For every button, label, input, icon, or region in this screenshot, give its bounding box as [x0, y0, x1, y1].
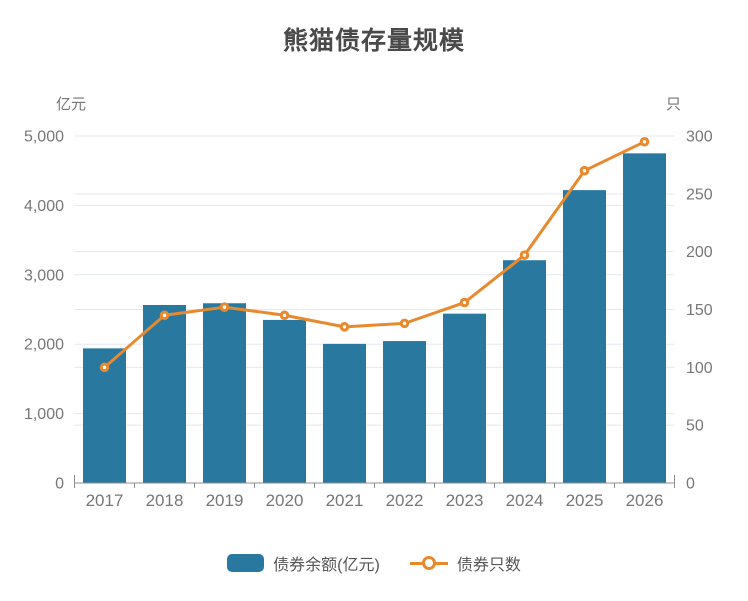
bar-2019[interactable] — [203, 303, 246, 483]
y-axis-right-tick-label: 150 — [686, 302, 713, 319]
left-axis-unit-label: 亿元 — [56, 96, 87, 113]
bar-2026[interactable] — [623, 153, 666, 483]
y-axis-right-tick-label: 100 — [686, 360, 713, 377]
chart-title: 熊猫债存量规模 — [282, 27, 465, 55]
line-marker-hole — [222, 305, 227, 309]
y-axis-left-tick-label: 5,000 — [24, 129, 64, 146]
legend: 债券余额(亿元) 债券只数 — [0, 551, 748, 575]
y-axis-left-tick-label: 0 — [55, 476, 64, 493]
bar-2025[interactable] — [563, 190, 606, 483]
bond-count-line — [103, 140, 646, 369]
x-axis-label-2017: 2017 — [86, 491, 124, 510]
legend-label-bond-balance: 债券余额(亿元) — [273, 557, 380, 574]
bar-2018[interactable] — [143, 304, 186, 483]
legend-label-bond-count: 债券只数 — [456, 557, 521, 574]
y-axis-left-tick-label: 1,000 — [24, 406, 64, 423]
line-marker-hole — [642, 140, 647, 144]
x-axis-label-2026: 2026 — [626, 491, 664, 510]
x-axis-label-2022: 2022 — [386, 491, 424, 510]
line-marker-hole — [402, 321, 407, 326]
x-axis-label-2023: 2023 — [446, 491, 484, 510]
bar-2023[interactable] — [443, 313, 486, 483]
x-axis-label-2024: 2024 — [506, 491, 544, 510]
x-axis-label-2021: 2021 — [326, 491, 364, 510]
x-axis-label-2020: 2020 — [266, 491, 304, 510]
y-axis-left-tick-label: 4,000 — [24, 198, 64, 215]
y-axis-right-tick-label: 50 — [686, 418, 704, 435]
y-axis-right-tick-label: 200 — [686, 244, 713, 261]
line-marker-hole — [342, 325, 347, 329]
x-axis-label-2025: 2025 — [566, 491, 604, 510]
line-marker-hole — [282, 313, 287, 317]
line-marker-hole — [162, 313, 167, 317]
y-axis-right-tick-label: 250 — [686, 186, 713, 203]
bar-series-swatch-icon — [227, 554, 265, 572]
line-marker-hole — [462, 300, 467, 305]
y-axis-left-tick-label: 3,000 — [24, 267, 64, 284]
x-axis-label-2018: 2018 — [146, 491, 184, 510]
y-axis-left-tick-label: 2,000 — [24, 337, 64, 354]
legend-item-bond-balance[interactable]: 债券余额(亿元) — [227, 551, 380, 575]
line-marker-hole — [522, 253, 527, 257]
right-axis-unit-label: 只 — [666, 96, 682, 113]
line-marker-hole — [102, 365, 107, 370]
bar-2021[interactable] — [323, 343, 366, 483]
line-marker-hole — [582, 169, 587, 173]
line-series-marker-icon — [409, 554, 448, 572]
y-axis-right-tick-label: 300 — [686, 129, 713, 146]
x-axis-label-2019: 2019 — [206, 491, 244, 510]
y-axis-right-tick-label: 0 — [686, 476, 695, 493]
bar-2022[interactable] — [383, 341, 426, 483]
bar-2020[interactable] — [263, 319, 306, 483]
legend-item-bond-count[interactable]: 债券只数 — [409, 551, 521, 575]
bar-2024[interactable] — [503, 260, 546, 483]
